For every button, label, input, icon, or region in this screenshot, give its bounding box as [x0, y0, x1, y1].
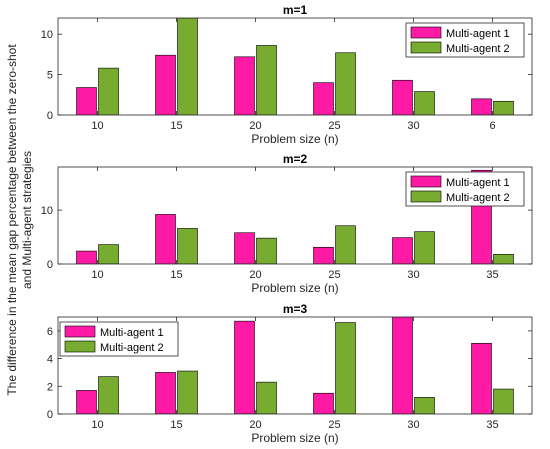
bar-m=3-multi-agent-2-10 [98, 376, 119, 414]
legend-swatch [64, 340, 96, 353]
legend-label: Multi-agent 2 [446, 192, 510, 204]
legend-swatch [410, 175, 442, 188]
x-axis-label: Problem size (n) [251, 281, 338, 295]
x-tick-label: 30 [407, 120, 419, 132]
bar-m=3-multi-agent-2-25 [335, 322, 356, 414]
legend-label: Multi-agent 1 [446, 28, 510, 40]
bar-m=1-multi-agent-2-20 [256, 45, 277, 115]
bar-m=1-multi-agent-2-15 [177, 18, 198, 115]
legend: Multi-agent 1 Multi-agent 2 [59, 321, 179, 357]
x-axis-label: Problem size (n) [251, 431, 338, 445]
legend-swatch [410, 41, 442, 54]
x-tick-label: 20 [249, 269, 261, 281]
x-tick-label: 10 [91, 269, 103, 281]
y-tick-label: 0 [47, 110, 53, 122]
chart-panel-1: 0 5 10 10 15 20 25 30 6 m=1 Problem size (n) Multi-… [41, 3, 533, 146]
legend: Multi-agent 1 Multi-agent 2 [405, 171, 525, 207]
bars [76, 18, 514, 115]
bar-m=3-multi-agent-1-20 [234, 320, 255, 414]
axes-box [57, 316, 533, 415]
bar-m=3-multi-agent-1-10 [76, 390, 97, 414]
panel-title: m=1 [283, 3, 308, 17]
bar-m=2-multi-agent-2-20 [256, 237, 277, 264]
bar-m=1-multi-agent-1-30 [392, 79, 413, 115]
bar-m=2-multi-agent-2-25 [335, 225, 356, 264]
bar-m=2-multi-agent-1-15 [155, 214, 176, 264]
x-tick-label: 35 [486, 419, 498, 431]
x-tick-label: 10 [91, 120, 103, 132]
bar-m=2-multi-agent-1-25 [313, 246, 334, 264]
legend-swatch [410, 26, 442, 39]
bar-m=2-multi-agent-1-30 [392, 237, 413, 264]
legend: Multi-agent 1 Multi-agent 2 [405, 22, 525, 58]
bar-m=1-multi-agent-1-6 [471, 98, 492, 115]
bar-m=1-multi-agent-1-10 [76, 87, 97, 115]
bar-m=3-multi-agent-1-35 [471, 343, 492, 414]
legend-label: Multi-agent 1 [100, 327, 164, 339]
x-tick-label: 20 [249, 120, 261, 132]
bar-m=1-multi-agent-1-25 [313, 82, 334, 115]
bar-m=2-multi-agent-2-35 [493, 254, 514, 264]
bar-m=1-multi-agent-2-10 [98, 67, 119, 115]
y-tick-label: 10 [41, 29, 53, 41]
legend-label: Multi-agent 2 [100, 342, 164, 354]
x-tick-label: 15 [170, 269, 182, 281]
x-tick-label: 30 [407, 419, 419, 431]
y-tick-label: 2 [47, 381, 53, 393]
y-tick-label: 10 [41, 205, 53, 217]
bar-m=2-multi-agent-1-20 [234, 232, 255, 264]
x-tick-label: 15 [170, 120, 182, 132]
y-tick-label: 0 [47, 259, 53, 271]
bar-m=3-multi-agent-2-30 [414, 397, 435, 414]
legend-label: Multi-agent 2 [446, 43, 510, 55]
bar-m=1-multi-agent-2-6 [493, 100, 514, 115]
bar-m=1-multi-agent-2-30 [414, 91, 435, 115]
bar-m=3-multi-agent-2-15 [177, 370, 198, 414]
bar-m=3-multi-agent-1-15 [155, 372, 176, 414]
bar-m=1-multi-agent-2-25 [335, 52, 356, 115]
panel-title: m=3 [283, 302, 308, 316]
bar-m=2-multi-agent-2-15 [177, 228, 198, 264]
axes-box [57, 166, 533, 265]
x-tick-label: 10 [91, 419, 103, 431]
bar-m=2-multi-agent-2-30 [414, 231, 435, 264]
x-tick-label: 25 [328, 419, 340, 431]
x-tick-label: 25 [328, 120, 340, 132]
y-tick-label: 5 [47, 70, 53, 82]
y-tick-label: 4 [47, 354, 53, 366]
x-axis-label: Problem size (n) [251, 132, 338, 146]
figure-ylabel-line-1: The difference in the mean gap percentag… [5, 44, 19, 396]
bar-m=3-multi-agent-1-30 [392, 317, 413, 414]
x-tick-label: 20 [249, 419, 261, 431]
y-tick-label: 6 [47, 326, 53, 338]
bar-m=1-multi-agent-1-15 [155, 54, 176, 115]
legend-label: Multi-agent 1 [446, 177, 510, 189]
y-tick-label: 0 [47, 409, 53, 421]
figure-ylabel-line-2: and Multi-agent strategies [20, 151, 34, 289]
x-tick-label: 25 [328, 269, 340, 281]
x-tick-label: 30 [407, 269, 419, 281]
legend-swatch [64, 325, 96, 338]
panel-title: m=2 [283, 152, 308, 166]
bar-m=3-multi-agent-1-25 [313, 392, 334, 414]
x-tick-label: 35 [486, 269, 498, 281]
x-tick-label: 6 [489, 120, 495, 132]
chart-panel-3: 0 2 4 6 10 15 20 25 30 35 m=3 Problem size (n) Multi… [47, 302, 533, 445]
bar-m=2-multi-agent-1-10 [76, 250, 97, 264]
chart-panel-2: 0 10 10 15 20 25 30 35 m=2 Problem size (n) Multi-… [41, 152, 533, 295]
bar-m=1-multi-agent-1-20 [234, 56, 255, 115]
bar-m=3-multi-agent-2-20 [256, 381, 277, 414]
bar-m=2-multi-agent-2-10 [98, 244, 119, 264]
legend-swatch [410, 190, 442, 203]
bar-m=3-multi-agent-2-35 [493, 388, 514, 414]
axes-box [57, 17, 533, 116]
x-tick-label: 15 [170, 419, 182, 431]
